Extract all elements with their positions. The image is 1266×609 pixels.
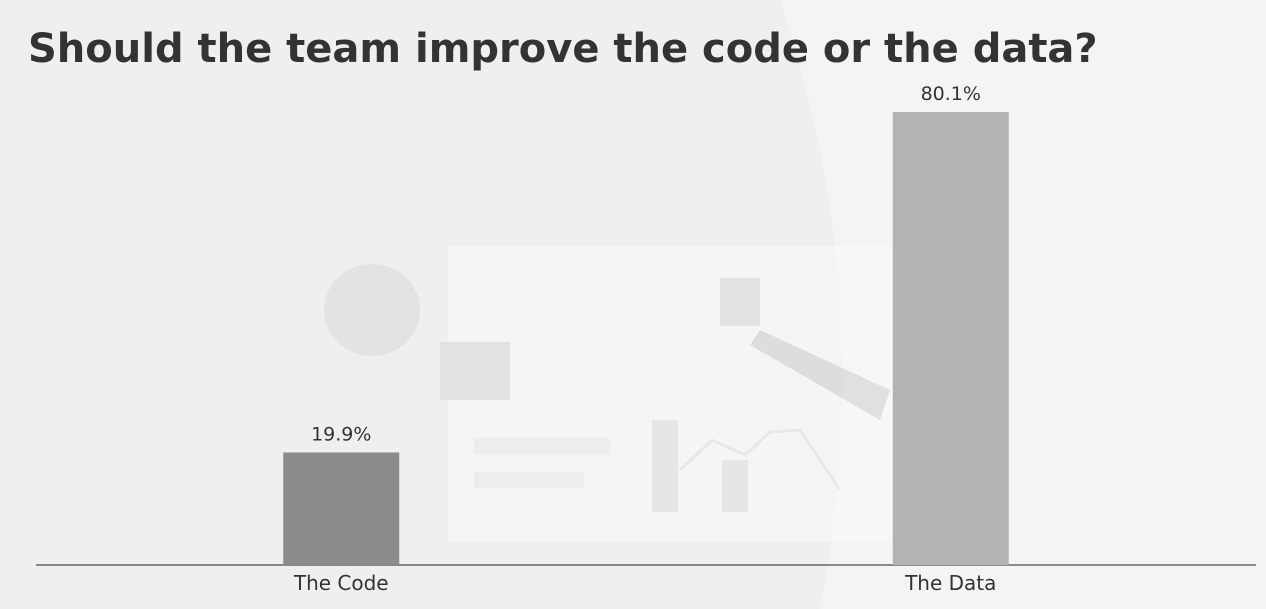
illustration-laptop bbox=[440, 342, 510, 400]
value-label: 19.9% bbox=[311, 423, 371, 445]
chart-title: Should the team improve the code or the … bbox=[28, 26, 1098, 72]
bar bbox=[283, 452, 400, 565]
bar bbox=[892, 112, 1009, 565]
illustration-card bbox=[720, 278, 760, 326]
x-tick-label: The Code bbox=[293, 571, 389, 595]
value-label: 80.1% bbox=[921, 83, 981, 105]
illustration-line bbox=[678, 428, 842, 491]
illustration-bar bbox=[652, 420, 678, 512]
illustration-head bbox=[324, 264, 420, 356]
illustration-arm bbox=[750, 330, 890, 420]
illustration bbox=[324, 246, 894, 542]
illustration-bar bbox=[722, 460, 748, 512]
illustration-text bbox=[474, 438, 610, 454]
illustration-text bbox=[474, 472, 584, 488]
x-tick-label: The Data bbox=[904, 571, 996, 595]
